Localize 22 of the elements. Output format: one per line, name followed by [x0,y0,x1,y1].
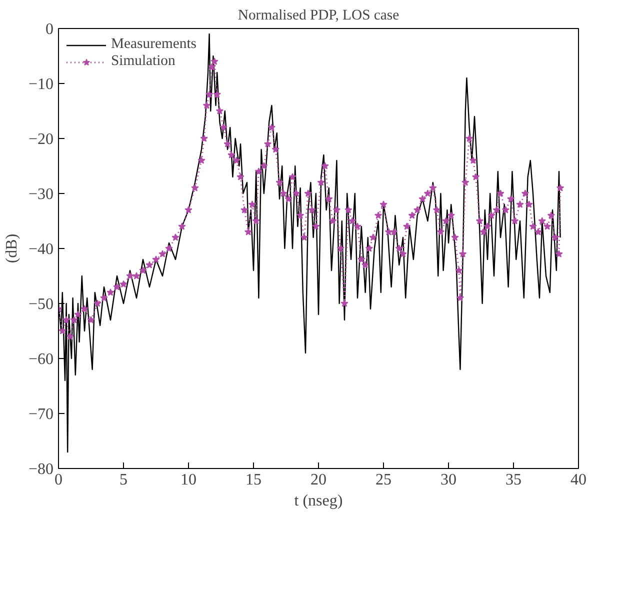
y-tick-label: −60 [28,351,54,368]
chart-title: Normalised PDP, LOS case [238,8,400,24]
x-axis-title: t (nseg) [294,492,343,510]
y-axis-title: (dB) [3,234,20,264]
y-tick-label: −20 [28,131,54,148]
y-tick-label: −10 [28,76,54,93]
x-tick-label: 5 [120,472,128,488]
y-tick-label: −30 [28,186,54,203]
legend-label: Simulation [111,53,176,70]
y-tick-label: 0 [46,21,54,38]
x-tick-label: 30 [440,472,456,488]
x-tick-label: 15 [246,472,262,488]
x-tick-label: 25 [376,472,392,488]
y-tick-label: −50 [28,296,54,313]
legend-label: Measurements [111,36,196,53]
y-tick-label: −70 [28,406,54,423]
x-tick-label: 20 [310,472,326,488]
x-tick-label: 35 [506,472,522,488]
x-tick-label: 10 [180,472,196,488]
x-tick-label: 40 [570,472,586,488]
y-tick-label: −80 [28,461,54,478]
y-tick-label: −40 [28,241,54,258]
